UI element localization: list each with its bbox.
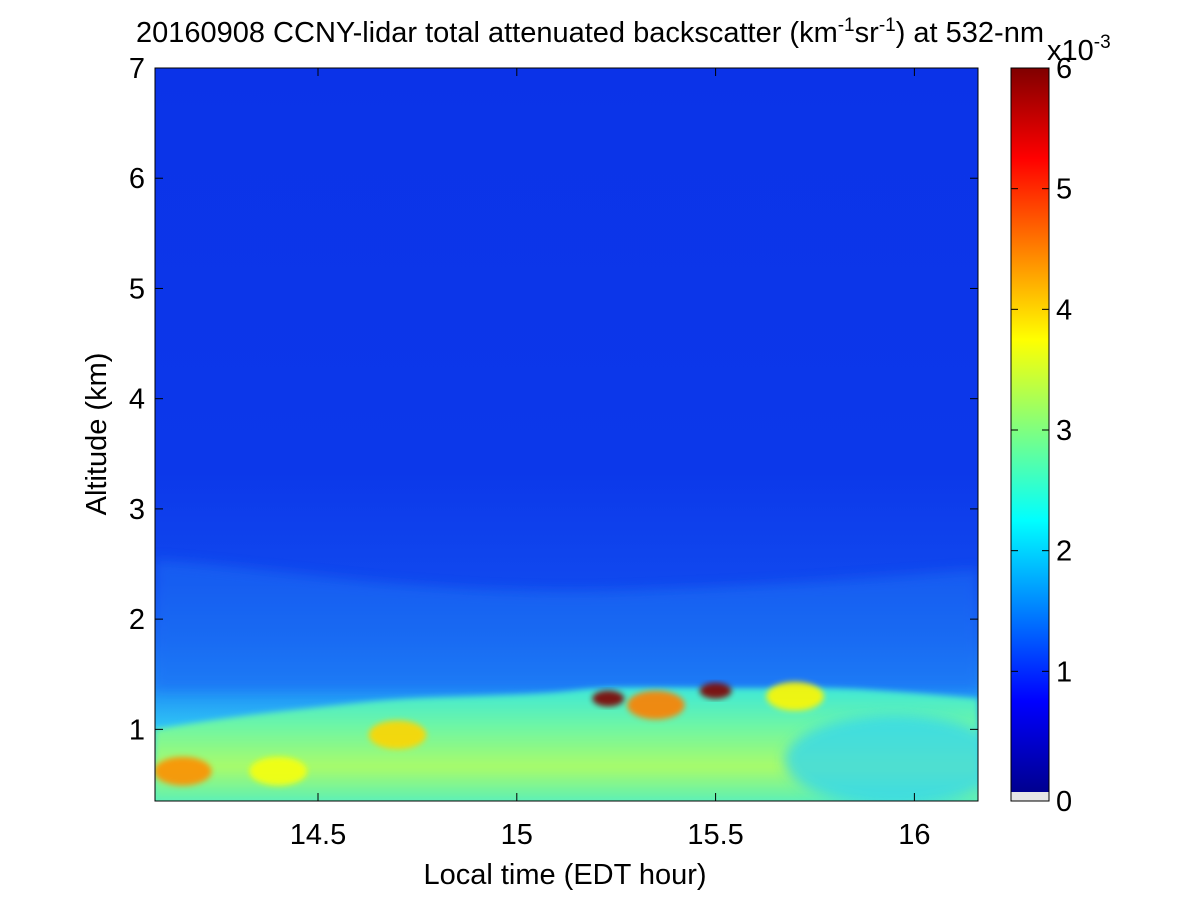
backscatter-feature: [155, 756, 212, 786]
backscatter-feature: [592, 690, 625, 707]
backscatter-feature: [368, 720, 427, 750]
heatmap: [155, 68, 978, 801]
y-tick-label: 7: [129, 53, 145, 85]
colorbar-exponent: x10-3: [1047, 32, 1111, 67]
haze-layer: [155, 560, 978, 690]
y-tick-label: 6: [129, 163, 145, 195]
colorbar-frame: [1010, 67, 1050, 802]
plot-frame: [154, 67, 979, 802]
x-axis: 14.5 15 15.5 16: [290, 68, 931, 851]
y-axis-label: Altitude (km): [81, 353, 113, 516]
backscatter-feature: [699, 682, 732, 699]
y-tick-label: 1: [129, 714, 145, 746]
x-tick-label: 15.5: [687, 819, 743, 851]
x-tick-label: 15: [501, 819, 533, 851]
y-tick-label: 5: [129, 273, 145, 305]
colorbar-tick-label: 2: [1056, 536, 1072, 568]
colorbar-tick-label: 6: [1056, 53, 1072, 85]
colorbar-tick-label: 3: [1056, 415, 1072, 447]
backscatter-feature: [766, 681, 824, 711]
chart-title: 20160908 CCNY-lidar total attenuated bac…: [136, 15, 1044, 49]
x-axis-label: Local time (EDT hour): [423, 859, 706, 891]
y-tick-label: 3: [129, 494, 145, 526]
colorbar-tick-label: 0: [1056, 786, 1072, 818]
backscatter-feature: [249, 756, 308, 786]
y-axis: 1 2 3 4 5 6 7: [129, 53, 978, 746]
colorbar: 0 1 2 3 4 5 6 x10-3: [1010, 32, 1111, 818]
y-tick-label: 4: [129, 384, 145, 416]
x-tick-label: 14.5: [290, 819, 346, 851]
low-backscatter-region: [784, 715, 978, 801]
boundary-layer: [155, 687, 978, 801]
x-tick-label: 16: [898, 819, 930, 851]
boundary-layer-shapes: [155, 681, 978, 801]
colorbar-ticks: 0 1 2 3 4 5 6: [1011, 53, 1072, 818]
backscatter-feature: [627, 690, 685, 720]
colorbar-tick-label: 4: [1056, 294, 1072, 326]
colorbar-tick-label: 5: [1056, 174, 1072, 206]
colorbar-tick-label: 1: [1056, 656, 1072, 688]
y-tick-label: 2: [129, 604, 145, 636]
colorbar-nan-swatch: [1011, 792, 1049, 801]
